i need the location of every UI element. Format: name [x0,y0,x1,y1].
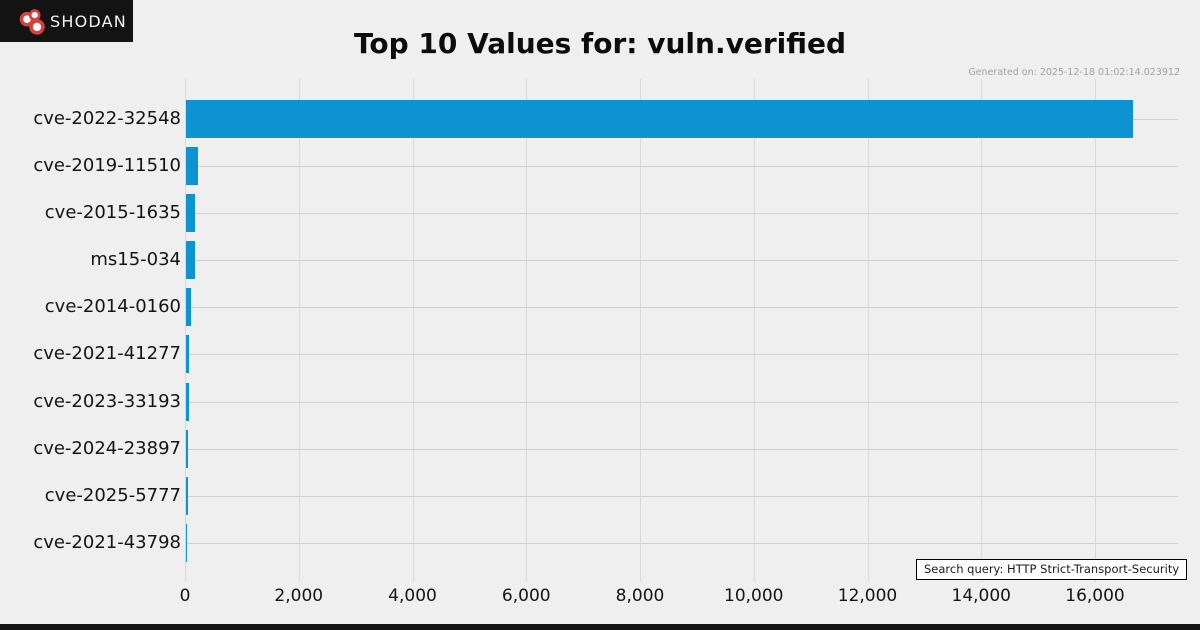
category-label: cve-2019-11510 [33,154,181,176]
category-label: cve-2023-33193 [33,390,181,412]
x-tick-label: 6,000 [501,586,551,606]
bar-cve-2023-33193 [186,382,189,421]
search-query-box: Search query: HTTP Strict-Transport-Secu… [916,559,1188,580]
x-tick-label: 14,000 [951,586,1011,606]
y-gridline [185,495,1178,497]
x-tick-label: 2,000 [274,586,324,606]
bar-ms15-034 [186,241,196,279]
y-gridline [185,401,1178,403]
y-gridline [185,448,1178,450]
x-tick-label: 12,000 [837,586,898,606]
generated-timestamp: Generated on: 2025-12-18 01:02:14.023912 [968,67,1180,78]
shodan-logo-text: SHODAN [50,11,127,31]
page-title: Top 10 Values for: vuln.verified [353,27,847,60]
y-gridline [185,307,1178,309]
bar-cve-2014-0160 [186,288,192,327]
category-label: cve-2021-41277 [33,343,181,365]
category-label: cve-2022-32548 [33,107,181,129]
x-gridline [753,79,755,582]
x-gridline [1095,79,1096,582]
x-tick-label: 4,000 [388,586,437,606]
y-gridline [185,212,1178,214]
bar-cve-2022-32548 [186,99,1133,138]
bar-cve-2024-23897 [186,429,188,468]
x-gridline [640,79,641,582]
x-tick-label: 10,000 [724,586,784,606]
x-tick-label: 16,000 [1065,586,1125,606]
y-gridline [185,260,1178,261]
x-gridline [981,79,983,582]
x-gridline [412,79,414,582]
category-label: cve-2024-23897 [33,437,181,459]
x-tick-label: 0 [179,586,191,606]
bar-cve-2019-11510 [186,146,198,185]
shodan-logo: SHODAN [0,0,133,42]
shodan-logo-icon [19,9,45,35]
x-gridline [298,79,300,582]
footer-bar [0,624,1200,630]
y-gridline [185,354,1178,356]
x-gridline [526,79,528,582]
bar-cve-2021-41277 [186,335,189,374]
x-gridline [185,79,186,582]
category-label: ms15-034 [90,249,181,270]
y-gridline [185,543,1178,545]
bar-cve-2015-1635 [186,193,196,232]
category-label: cve-2025-5777 [44,484,181,506]
category-label: cve-2015-1635 [44,201,181,223]
y-gridline [185,165,1178,167]
category-label: cve-2014-0160 [44,296,181,318]
x-gridline [867,79,869,582]
x-tick-label: 8,000 [615,586,665,606]
category-label: cve-2021-43798 [33,532,181,554]
bar-cve-2025-5777 [186,476,188,515]
